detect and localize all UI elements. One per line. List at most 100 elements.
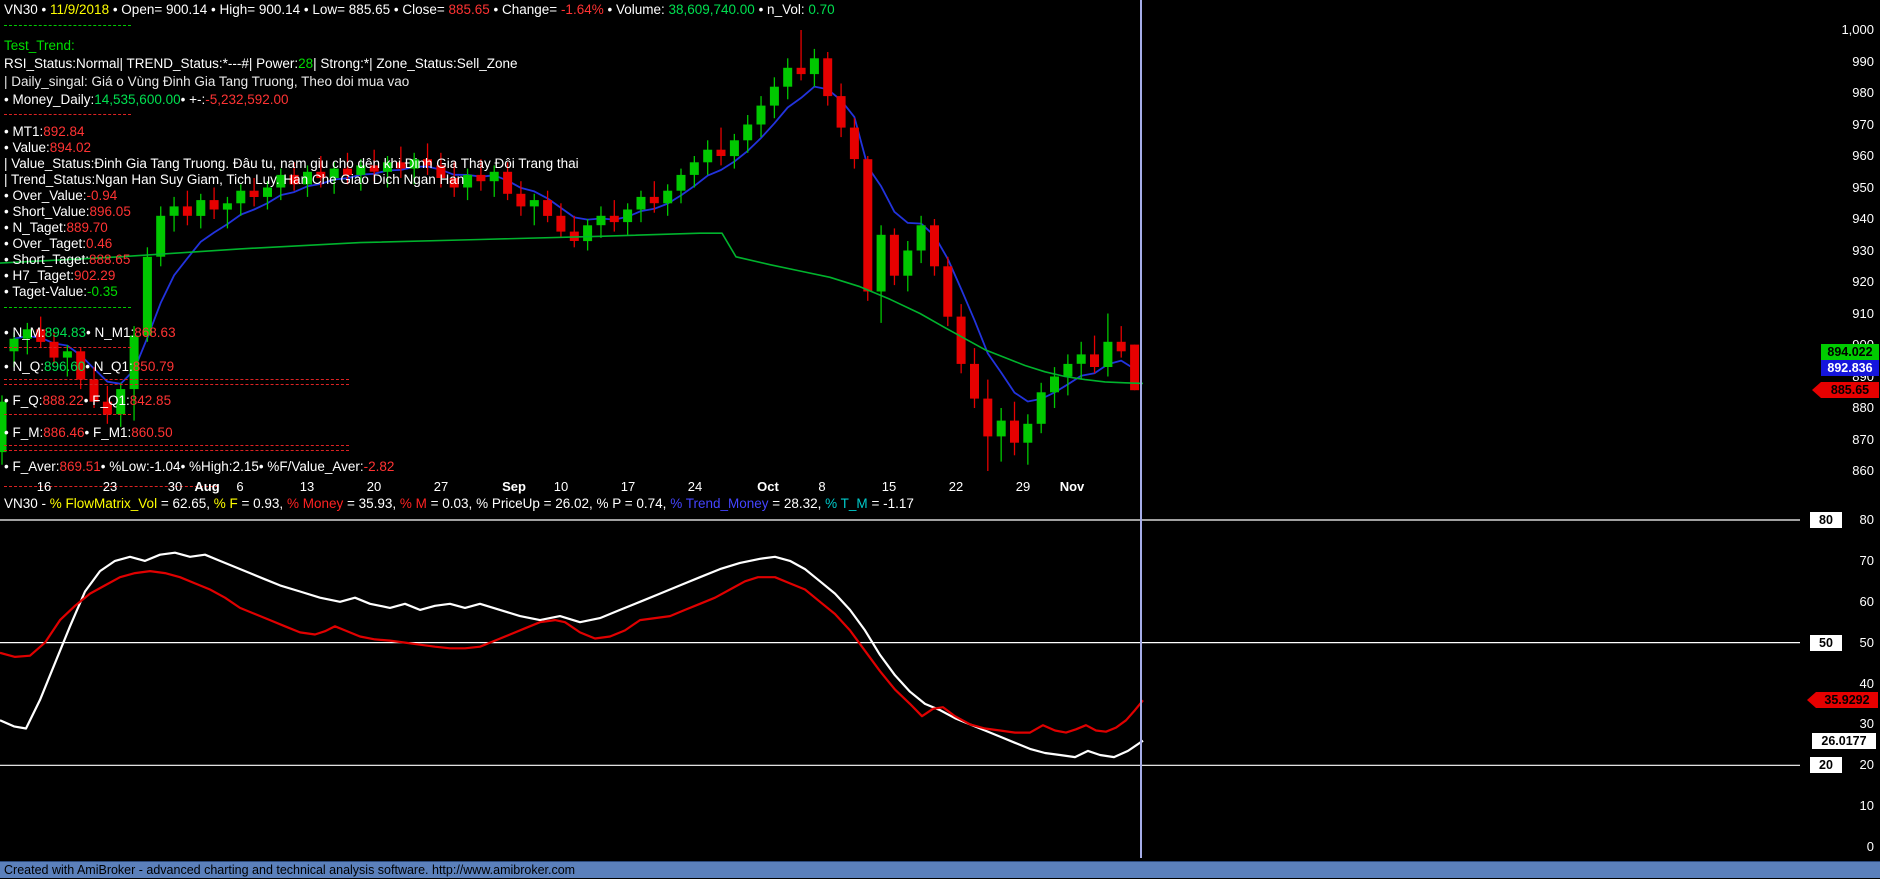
readout-value: • N_Q1: xyxy=(85,359,133,374)
ohlc-value: • xyxy=(41,2,51,17)
readout-value: • %Low:-1.04• %High:2.15• %F/Value_Aver: xyxy=(100,459,364,474)
price-axis-label: 1,000 xyxy=(1841,22,1874,37)
date-axis-label: 22 xyxy=(948,479,964,494)
ohlc-title-line: VN30 • 11/9/2018 • Open= 900.14 • High= … xyxy=(4,2,835,17)
readout-value: 902.29 xyxy=(74,268,116,283)
readout-value: 14,535,600.00 xyxy=(94,92,181,107)
readout-value: 889.70 xyxy=(66,220,108,235)
date-axis-label: 17 xyxy=(620,479,636,494)
ohlc-value: • Volume: xyxy=(603,2,669,17)
price-axis-label: 870 xyxy=(1852,431,1874,447)
ohlc-value: 38,609,740.00 xyxy=(668,2,755,17)
indicator-readout-line: • F_Q:888.22• F_Q1:842.85 xyxy=(4,393,171,408)
indicator-readout-line: | Value_Status:Đinh Gia Tang Truong. Đâu… xyxy=(4,156,579,171)
readout-value: • Over_Value: xyxy=(4,188,87,203)
separator-line xyxy=(4,307,131,308)
indicator-title-value: = 62.65, xyxy=(157,496,214,511)
price-axis-label: 880 xyxy=(1852,400,1874,415)
indicator-value-tag: 26.0177 xyxy=(1812,733,1876,749)
date-axis-label: 15 xyxy=(881,479,897,494)
selected-bar-cursor-line xyxy=(1140,0,1142,858)
readout-value: -2.82 xyxy=(363,459,395,474)
date-axis-label: Sep xyxy=(502,479,526,494)
readout-value: • Taget-Value: xyxy=(4,284,88,299)
separator-line xyxy=(4,347,131,348)
indicator-readout-line: • N_Taget:889.70 xyxy=(4,220,108,235)
indicator-readout-line: • F_M:886.46• F_M1:860.50 xyxy=(4,425,173,440)
indicator-readout-line: • N_Q:896.60• N_Q1:850.79 xyxy=(4,359,174,374)
readout-value: 894.83 xyxy=(44,325,87,340)
last-price-tag: 894.022 xyxy=(1821,344,1879,360)
readout-value: • F_M: xyxy=(4,425,44,440)
last-price-tag: 885.65 xyxy=(1812,382,1879,398)
date-axis-label: 20 xyxy=(366,479,382,494)
indicator-title-value: % M xyxy=(399,496,427,511)
price-axis-label: 860 xyxy=(1852,463,1874,478)
readout-value: 868.63 xyxy=(134,325,176,340)
date-axis-label: 27 xyxy=(433,479,449,494)
indicator-title-value: % F xyxy=(213,496,238,511)
indicator-readout-line: • Short_Taget:888.65 xyxy=(4,252,130,267)
date-axis-label: 10 xyxy=(553,479,569,494)
readout-value: 892.84 xyxy=(43,124,85,139)
readout-value: 888.22 xyxy=(42,393,84,408)
price-axis-label: 970 xyxy=(1852,116,1874,132)
price-axis-label: 940 xyxy=(1852,211,1874,226)
indicator-value-tag: 20 xyxy=(1810,757,1842,773)
date-axis-label: Aug xyxy=(194,479,220,494)
date-axis-label: Nov xyxy=(1059,479,1085,494)
last-price-tag: 892.836 xyxy=(1821,360,1879,376)
price-chart[interactable] xyxy=(0,0,1800,478)
separator-line xyxy=(4,114,131,115)
readout-value: RSI_Status:Normal| TREND_Status:*---#| P… xyxy=(4,56,299,71)
readout-value: 860.50 xyxy=(131,425,173,440)
indicator-axis-label: 20 xyxy=(1859,757,1874,773)
indicator-axis-label: 50 xyxy=(1859,634,1874,650)
indicator-axis-label: 70 xyxy=(1859,552,1874,568)
indicator-axis-label: 80 xyxy=(1859,512,1874,527)
indicator-readout-line: | Daily_singal: Giá o Vùng Đinh Gia Tang… xyxy=(4,74,409,89)
readout-value: • H7_Taget: xyxy=(4,268,75,283)
indicator-readout-line: RSI_Status:Normal| TREND_Status:*---#| P… xyxy=(4,56,518,71)
readout-value: • Short_Taget: xyxy=(4,252,90,267)
indicator-title-value: = 0.93, xyxy=(237,496,287,511)
indicator-readout-line: • Taget-Value:-0.35 xyxy=(4,284,118,299)
price-axis-label: 950 xyxy=(1852,179,1874,195)
tag-arrow-icon xyxy=(1812,382,1821,398)
readout-value: • N_M1: xyxy=(86,325,135,340)
indicator-readout-line: • MT1:892.84 xyxy=(4,124,85,139)
price-axis-label: 980 xyxy=(1852,85,1874,100)
readout-value: 886.46 xyxy=(43,425,85,440)
readout-value: 28 xyxy=(298,56,314,71)
indicator-title-value: VN30 - xyxy=(4,496,50,511)
separator-line xyxy=(4,486,218,487)
price-axis-label: 960 xyxy=(1852,148,1874,163)
indicator-title-line: VN30 - % FlowMatrix_Vol = 62.65, % F = 0… xyxy=(4,496,914,511)
indicator-readout-line: • Over_Value:-0.94 xyxy=(4,188,117,203)
indicator-readout-line: Test_Trend: xyxy=(4,38,75,53)
readout-value: 888.65 xyxy=(89,252,131,267)
indicator-axis-label: 30 xyxy=(1859,716,1874,732)
separator-line xyxy=(4,414,131,415)
readout-value: • Value: xyxy=(4,140,50,155)
indicator-title-value: = 0.03, xyxy=(426,496,477,511)
indicator-readout-line: • H7_Taget:902.29 xyxy=(4,268,115,283)
indicator-chart[interactable] xyxy=(0,514,1800,860)
indicator-title-value: % Money xyxy=(286,496,344,511)
readout-value: • F_M1: xyxy=(84,425,132,440)
indicator-title-value: % FlowMatrix_Vol xyxy=(49,496,158,511)
separator-line xyxy=(4,25,131,26)
readout-value: 896.60 xyxy=(44,359,86,374)
readout-value: | Strong:*| Zone_Status:Sell_Zone xyxy=(313,56,518,71)
separator-line xyxy=(4,445,349,451)
indicator-value-tag: 80 xyxy=(1810,512,1842,528)
readout-value: • MT1: xyxy=(4,124,44,139)
date-axis-label: 6 xyxy=(236,479,244,494)
indicator-title-value: = -1.17 xyxy=(867,496,914,511)
indicator-title-value: % T_M xyxy=(825,496,868,511)
ohlc-value: • Change= xyxy=(489,2,561,17)
indicator-readout-line: | Trend_Status:Ngan Han Suy Giam, Tich L… xyxy=(4,172,464,187)
readout-value: 896.05 xyxy=(89,204,131,219)
indicator-axis-label: 10 xyxy=(1859,798,1874,814)
indicator-axis-label: 40 xyxy=(1859,675,1874,691)
